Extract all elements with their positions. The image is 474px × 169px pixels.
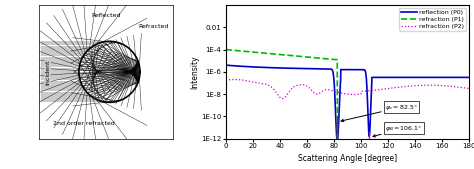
refraction (P2): [423, 84, 429, 86]
reflection (P0): [423, 76, 429, 78]
refraction (P1): [223, 49, 228, 51]
refraction (P2): [231, 79, 237, 81]
refraction (P1): [466, 143, 472, 145]
refraction (P2): [405, 85, 410, 87]
reflection (P0): [404, 76, 410, 78]
refraction (P2): [280, 98, 285, 100]
refraction (P2): [381, 88, 387, 90]
Line: refraction (P2): refraction (P2): [226, 80, 469, 99]
refraction (P1): [335, 143, 340, 145]
Line: reflection (P0): reflection (P0): [226, 65, 469, 141]
refraction (P2): [466, 88, 472, 90]
reflection (P0): [369, 82, 374, 84]
reflection (P0): [267, 67, 273, 69]
Text: Reflected: Reflected: [91, 13, 121, 18]
Text: 2nd order refracted: 2nd order refracted: [53, 122, 115, 126]
refraction (P2): [223, 79, 228, 81]
refraction (P1): [381, 143, 387, 145]
refraction (P2): [267, 85, 273, 87]
refraction (P2): [316, 93, 322, 95]
Text: $\varphi_c = 82.5°$: $\varphi_c = 82.5°$: [341, 103, 418, 122]
X-axis label: Scattering Angle [degree]: Scattering Angle [degree]: [298, 154, 397, 163]
Y-axis label: Intensity: Intensity: [191, 55, 200, 89]
refraction (P1): [369, 143, 374, 145]
reflection (P0): [223, 64, 228, 66]
Text: $\varphi_B = 106.1°$: $\varphi_B = 106.1°$: [373, 124, 423, 137]
refraction (P2): [369, 89, 374, 91]
refraction (P1): [316, 57, 321, 59]
reflection (P0): [466, 76, 472, 78]
Legend: reflection (P0), refraction (P1), refraction (P2): reflection (P0), refraction (P1), refrac…: [399, 8, 466, 31]
refraction (P1): [267, 53, 273, 55]
Line: refraction (P1): refraction (P1): [226, 50, 469, 144]
Text: Refracted: Refracted: [139, 23, 169, 29]
Text: Incident: Incident: [45, 59, 50, 84]
reflection (P0): [316, 68, 321, 70]
reflection (P0): [381, 76, 387, 78]
refraction (P1): [423, 143, 429, 145]
refraction (P1): [404, 143, 410, 145]
reflection (P0): [335, 140, 340, 142]
